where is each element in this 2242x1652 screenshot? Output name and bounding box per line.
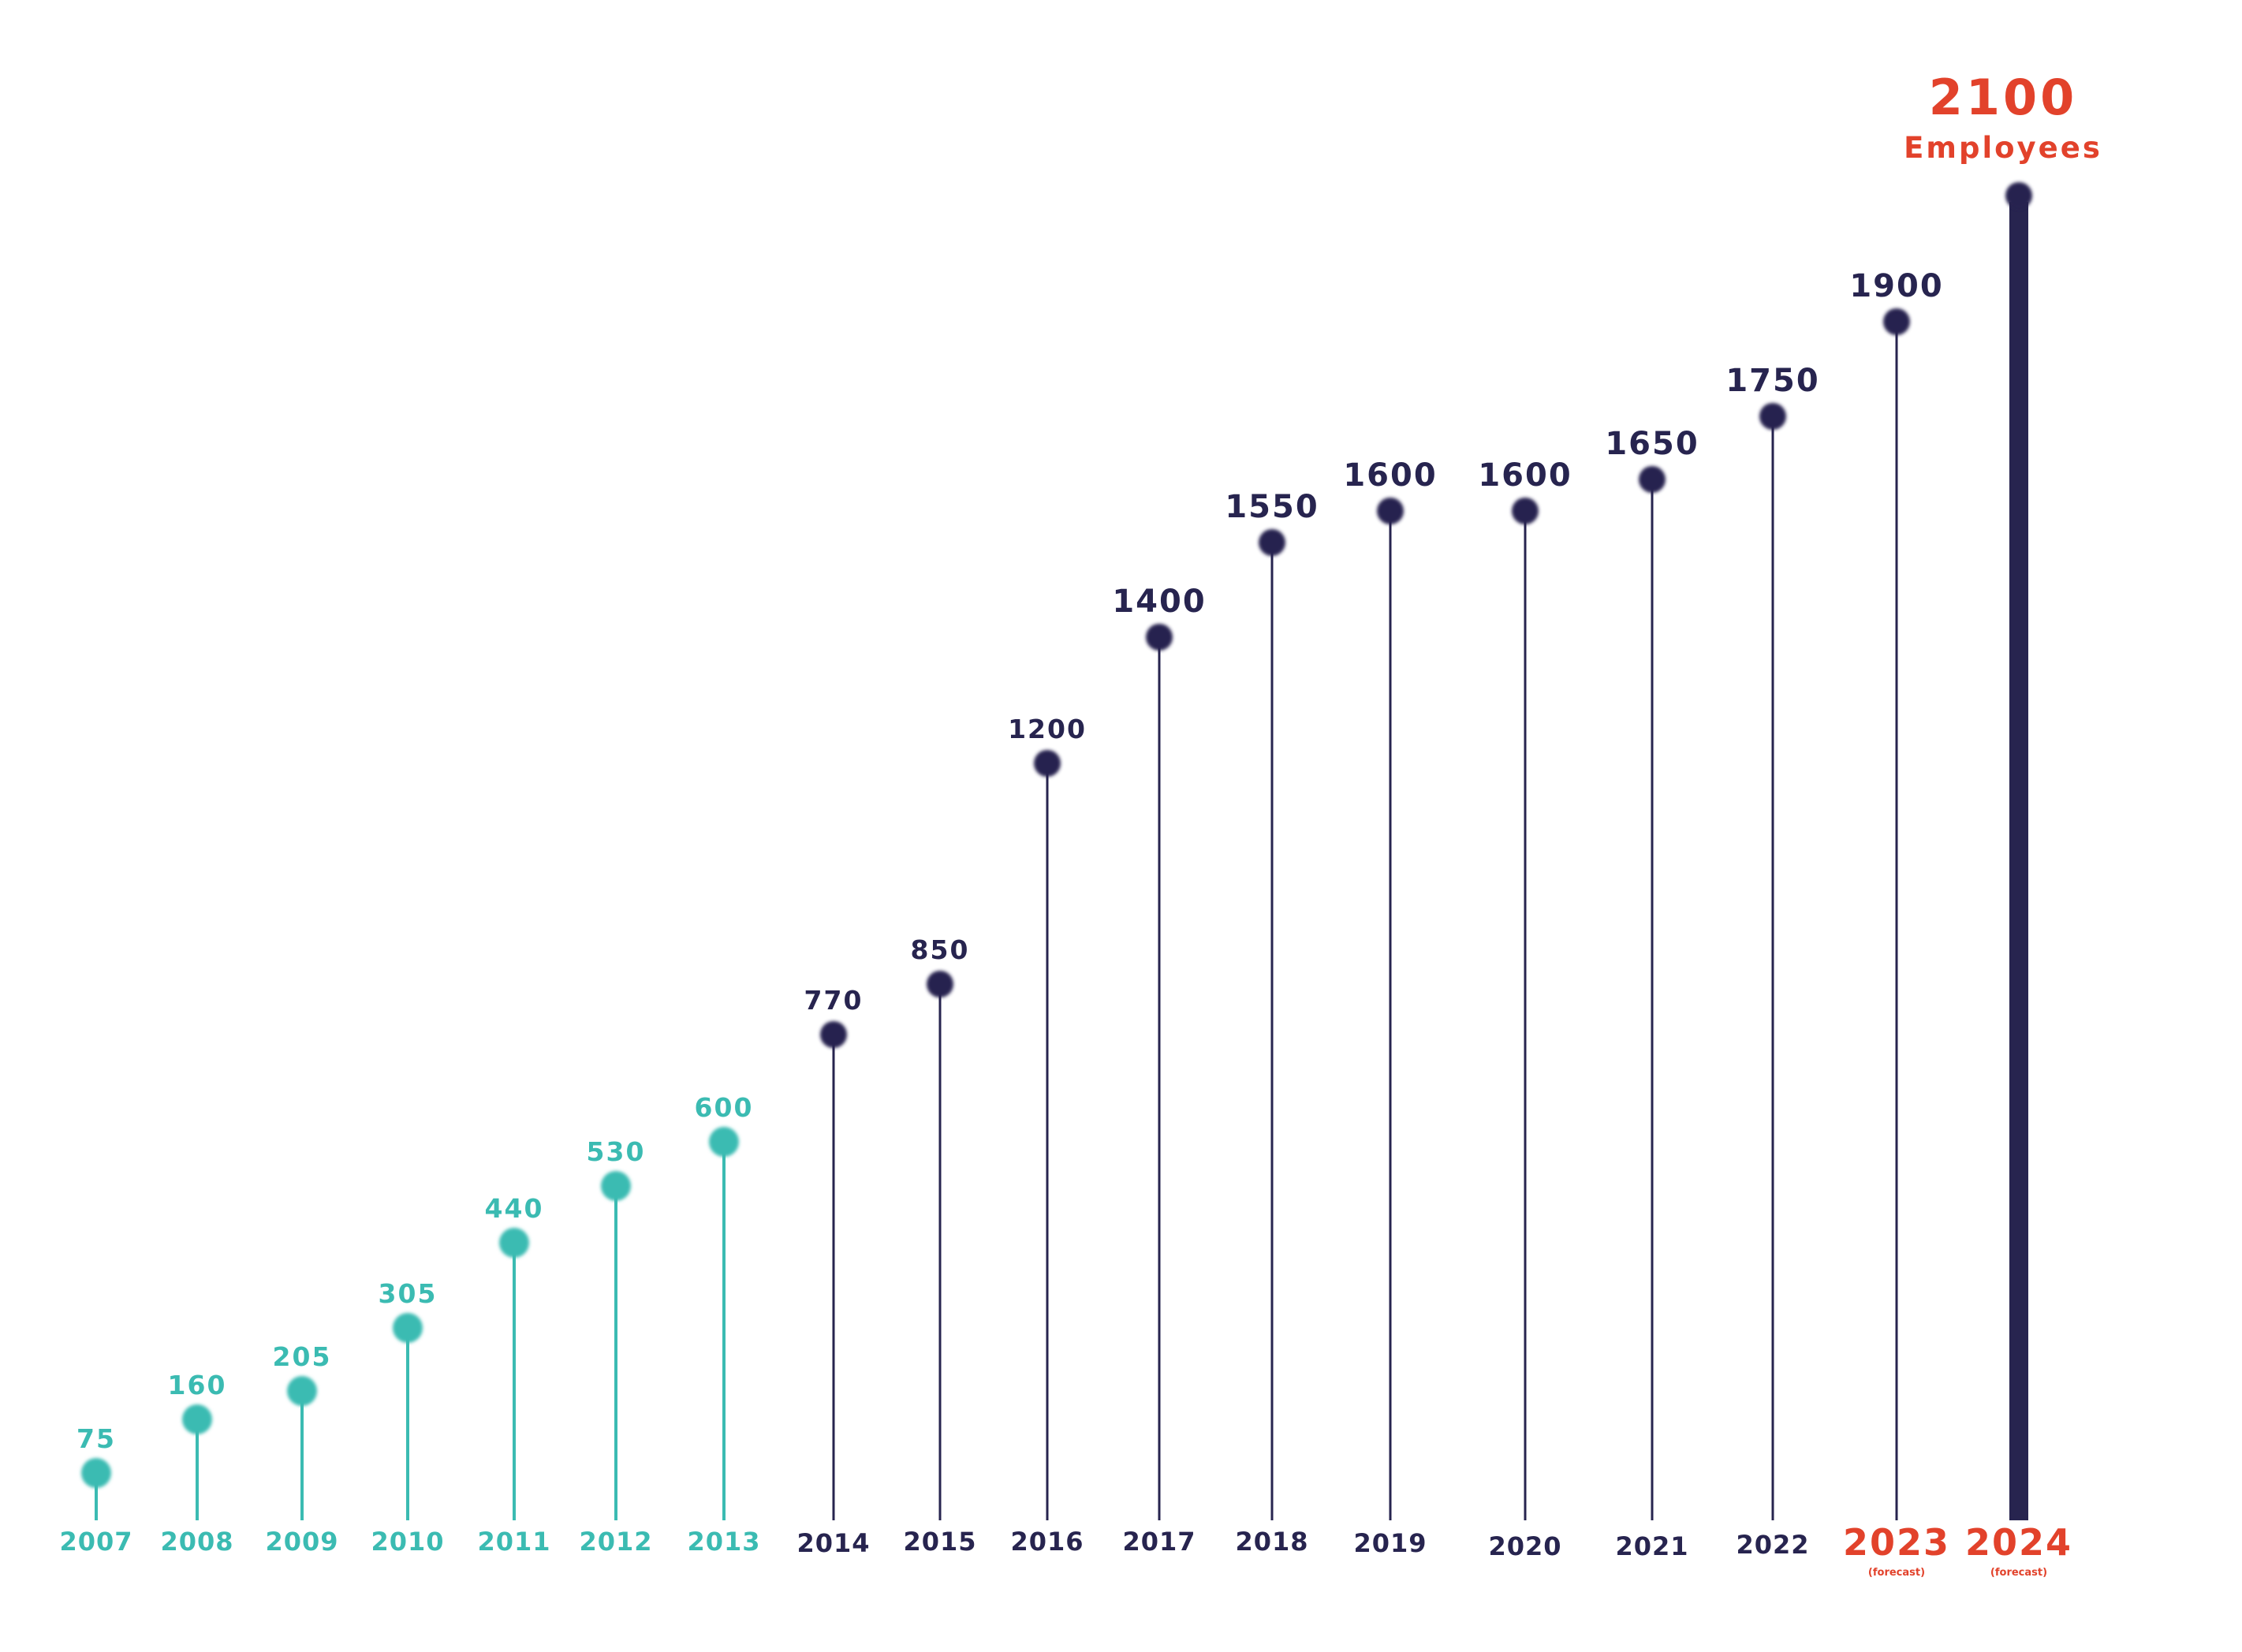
stems-layer (95, 202, 2028, 1520)
data-point-2012 (601, 1171, 631, 1201)
data-point-2011 (499, 1228, 529, 1258)
year-label-2022: 2022 (1736, 1530, 1809, 1560)
data-point-2014 (820, 1021, 847, 1048)
value-label-2017: 1400 (1112, 584, 1206, 620)
value-label-2019: 1600 (1343, 457, 1437, 494)
value-label-2010: 305 (379, 1278, 438, 1309)
data-point-2017 (1146, 624, 1173, 651)
year-label-2009: 2009 (265, 1527, 338, 1557)
year-label-2016: 2016 (1010, 1527, 1084, 1557)
data-point-2023 (1883, 308, 1910, 335)
year-label-2017: 2017 (1122, 1527, 1196, 1557)
value-label-2015: 850 (911, 934, 970, 965)
year-labels-layer: 2007 2008 2009 2010 2011 2012 2013 2014 2015 2016… (59, 1521, 2072, 1579)
data-point-2007 (81, 1458, 111, 1488)
year-label-2020: 2020 (1488, 1531, 1561, 1561)
data-point-2013 (709, 1127, 739, 1157)
stem-bar-2024 (2009, 202, 2028, 1520)
data-point-2009 (287, 1376, 317, 1406)
value-label-2012: 530 (587, 1136, 646, 1167)
data-point-2019 (1377, 498, 1404, 524)
year-label-2021: 2021 (1615, 1531, 1688, 1561)
value-label-2022: 1750 (1725, 363, 1819, 399)
value-label-2008: 160 (168, 1370, 227, 1400)
value-label-2009: 205 (273, 1341, 332, 1372)
value-label-2021: 1650 (1605, 426, 1699, 462)
data-point-2021 (1639, 466, 1666, 493)
forecast-note-2024: (forecast) (1990, 1567, 2047, 1579)
data-point-2015 (927, 971, 953, 998)
value-label-2024: 2100 (1929, 69, 2078, 126)
year-label-2013: 2013 (687, 1527, 760, 1557)
value-label-2020: 1600 (1478, 457, 1572, 494)
year-label-2023: 2023 (1843, 1521, 1950, 1564)
data-point-2024 (2005, 182, 2032, 209)
year-label-2007: 2007 (59, 1527, 132, 1557)
data-point-2010 (393, 1313, 423, 1343)
value-label-2013: 600 (695, 1092, 754, 1123)
year-label-2012: 2012 (579, 1527, 652, 1557)
value-label-2016: 1200 (1008, 714, 1087, 744)
final-unit-label: Employees (1904, 131, 2102, 165)
year-label-2019: 2019 (1353, 1528, 1427, 1558)
value-label-2011: 440 (485, 1193, 544, 1224)
forecast-note-2023: (forecast) (1868, 1567, 1925, 1579)
year-label-2014: 2014 (796, 1528, 870, 1558)
value-label-2007: 75 (76, 1423, 116, 1454)
year-label-2011: 2011 (477, 1527, 550, 1557)
year-label-2018: 2018 (1235, 1527, 1308, 1557)
value-label-2014: 770 (804, 985, 864, 1016)
data-point-2022 (1759, 403, 1786, 430)
year-label-2015: 2015 (903, 1527, 976, 1557)
data-point-2020 (1512, 498, 1539, 524)
value-labels-layer: 75 160 205 305 440 530 600 770 850 1200 1400 1550 16… (76, 69, 2102, 1454)
data-point-2018 (1259, 529, 1285, 556)
data-point-2016 (1034, 750, 1061, 777)
year-label-2010: 2010 (371, 1527, 444, 1557)
value-label-2023: 1900 (1849, 268, 1943, 304)
dots-layer (81, 182, 2032, 1488)
year-label-2024: 2024 (1965, 1521, 2072, 1564)
value-label-2018: 1550 (1225, 489, 1319, 525)
year-label-2008: 2008 (160, 1527, 233, 1557)
data-point-2008 (182, 1404, 212, 1434)
